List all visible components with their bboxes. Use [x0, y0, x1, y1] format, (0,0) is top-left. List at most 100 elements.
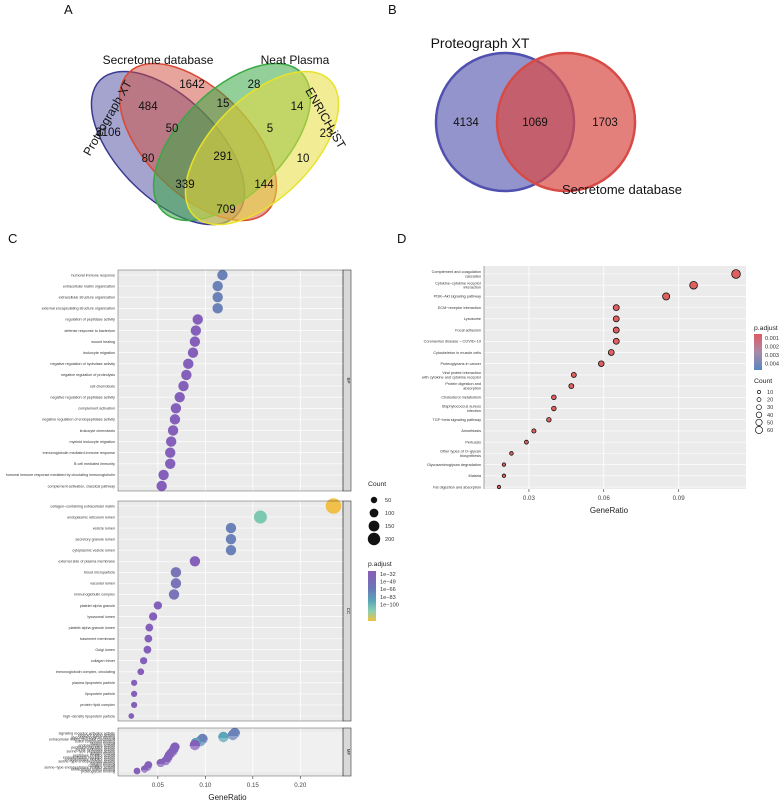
color-legend-bar — [368, 571, 376, 621]
term-label: Coronavirus disease − COVID−19 — [424, 340, 481, 344]
dot — [662, 292, 671, 301]
venn4-set-enrich — [184, 70, 340, 226]
size-legend-label: 10 — [767, 390, 773, 396]
dot — [524, 439, 529, 445]
term-label: external side of plasma membrane — [58, 560, 115, 564]
term-label: collagen trimer — [91, 659, 116, 663]
term-label: external encapsulating structure organiz… — [42, 307, 115, 311]
dot — [189, 336, 201, 347]
dot — [217, 269, 228, 281]
term-label: Malaria — [469, 474, 482, 478]
dot — [181, 369, 192, 381]
term-label: proteoglycan binding — [81, 769, 115, 773]
color-legend-label: 0.004 — [765, 362, 779, 368]
term-label: platelet alpha granule lumen — [69, 626, 115, 630]
dot — [225, 533, 237, 545]
term-label: high−density lipoprotein particle — [63, 714, 115, 718]
x-axis-title: GeneRatio — [590, 506, 629, 515]
size-legend-dot — [368, 520, 380, 532]
dot — [170, 578, 182, 589]
term-label: sulfur compound binding — [75, 739, 115, 743]
size-legend-label: 100 — [385, 511, 394, 517]
term-label: Golgi lumen — [95, 648, 115, 652]
term-label: negative regulation of hydrolase activit… — [50, 362, 115, 366]
x-tick-label: 0.05 — [152, 782, 165, 789]
term-label: Amoebiasis — [461, 429, 481, 433]
term-label: signaling receptor activator activity — [59, 731, 116, 735]
dot — [227, 729, 239, 741]
term-label: immunoglobulin mediated immune response — [43, 451, 115, 455]
term-label: negative regulation of peptidase activit… — [50, 395, 115, 399]
x-tick-label: 0.06 — [598, 495, 611, 502]
term-label: B cell mediated immunity — [74, 462, 115, 466]
term-label: PI3K−Akt signaling pathway — [434, 295, 481, 299]
term-label: integrin binding — [90, 761, 115, 765]
term-label: endopeptidase activity — [79, 743, 116, 747]
term-label: wound healing — [91, 340, 115, 344]
dot — [165, 447, 176, 458]
term-label: extracellular structure organization — [59, 296, 115, 300]
dot — [225, 545, 237, 556]
term-label: Viral protein interaction with cytokine a… — [422, 371, 482, 379]
term-label: ECM−receptor interaction — [438, 306, 481, 310]
dot — [551, 405, 557, 412]
size-legend-label: 50 — [767, 420, 773, 426]
term-label: extracellular matrix binding — [71, 767, 115, 771]
venn2-set-secretome — [495, 51, 637, 193]
dot — [165, 458, 176, 469]
color-legend-label: 1e−66 — [380, 587, 396, 593]
x-tick-label: 0.03 — [523, 495, 536, 502]
go-dotplot: BP humoral immune response extracellular m… — [6, 269, 399, 802]
venn2-count-both: 1069 — [522, 117, 548, 129]
panel-letter-b: B — [388, 2, 397, 17]
dot — [253, 510, 267, 524]
dot — [531, 428, 537, 434]
panel-letter-a: A — [64, 2, 73, 17]
dot — [153, 601, 163, 610]
term-label: extracellular matrix structural constitu… — [49, 737, 115, 741]
dot — [212, 280, 223, 292]
dot — [509, 451, 514, 456]
term-label: humoral immune response — [71, 273, 115, 277]
size-legend-dot — [369, 508, 379, 518]
dot — [598, 360, 605, 367]
color-legend-title: p.adjust — [754, 325, 778, 332]
facet-strip-label: CC — [346, 608, 351, 615]
term-label: Focal adhesion — [455, 328, 481, 332]
kegg-dotplot: Complement and coagulation cascades Cytoki… — [422, 266, 779, 515]
dot — [167, 425, 179, 436]
dot — [137, 668, 145, 676]
term-label: negative regulation of proteolysis — [61, 373, 115, 377]
term-label: endopeptidase regulator activity — [63, 755, 115, 759]
term-label: Cytoskeleton in muscle cells — [433, 351, 481, 355]
color-legend-label: 1e−49 — [380, 580, 396, 586]
dot — [689, 280, 698, 290]
term-label: defense response to bacterium — [64, 329, 115, 333]
dot — [192, 314, 203, 325]
size-legend-dot — [757, 390, 761, 394]
size-legend-label: 60 — [767, 428, 773, 434]
size-legend-label: 200 — [385, 537, 394, 543]
size-legend-dot — [755, 426, 763, 434]
term-label: endopeptidase inhibitor activity — [65, 757, 116, 761]
venn4-count-p-s-e-right: 144 — [254, 179, 274, 191]
dot — [731, 269, 741, 279]
x-tick-label: 0.15 — [247, 782, 260, 789]
venn4-count-s-e: 10 — [297, 153, 310, 165]
size-legend: Count 50 100 150 200 — [367, 481, 394, 546]
term-label: lipoprotein particle — [85, 692, 115, 696]
venn4-label-neat-plasma: Neat Plasma — [261, 53, 330, 67]
venn2-label-proteograph: Proteograph XT — [431, 35, 530, 51]
term-label: receptor ligand activity — [78, 733, 115, 737]
term-label: Lysosome — [464, 317, 481, 321]
venn4-count-s-n: 15 — [217, 98, 230, 110]
dot — [156, 758, 165, 768]
facet-mf: MF signaling receptor activator activityr… — [44, 727, 352, 777]
facet-strip-label: MF — [346, 749, 351, 756]
term-label: negative regulation of endopeptidase act… — [42, 418, 115, 422]
facet-bp: BP humoral immune response extracellular m… — [6, 269, 352, 492]
term-label: complement activation — [78, 407, 115, 411]
term-label: vesicle lumen — [93, 526, 115, 530]
